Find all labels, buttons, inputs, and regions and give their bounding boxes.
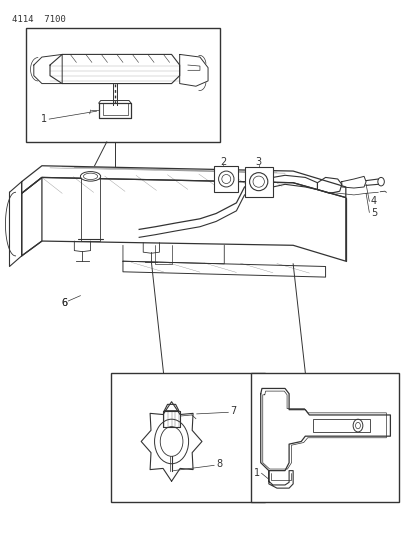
Bar (313, 419, 370, 432)
Text: 1: 1 (41, 114, 47, 124)
Text: 1: 1 (254, 469, 260, 478)
Text: 2: 2 (220, 157, 226, 166)
Text: 7: 7 (231, 406, 237, 416)
Text: 3: 3 (256, 157, 262, 166)
Bar (244, 167, 273, 197)
Ellipse shape (80, 172, 101, 181)
Text: 6: 6 (61, 297, 67, 308)
Text: 8: 8 (216, 459, 222, 469)
Text: 4: 4 (371, 196, 377, 206)
Bar (26, 28, 220, 142)
Bar (214, 166, 238, 192)
Bar (111, 373, 265, 503)
Text: 4114  7100: 4114 7100 (11, 14, 65, 23)
Bar (251, 373, 399, 503)
Text: 6: 6 (61, 297, 67, 308)
Text: 5: 5 (371, 208, 377, 219)
